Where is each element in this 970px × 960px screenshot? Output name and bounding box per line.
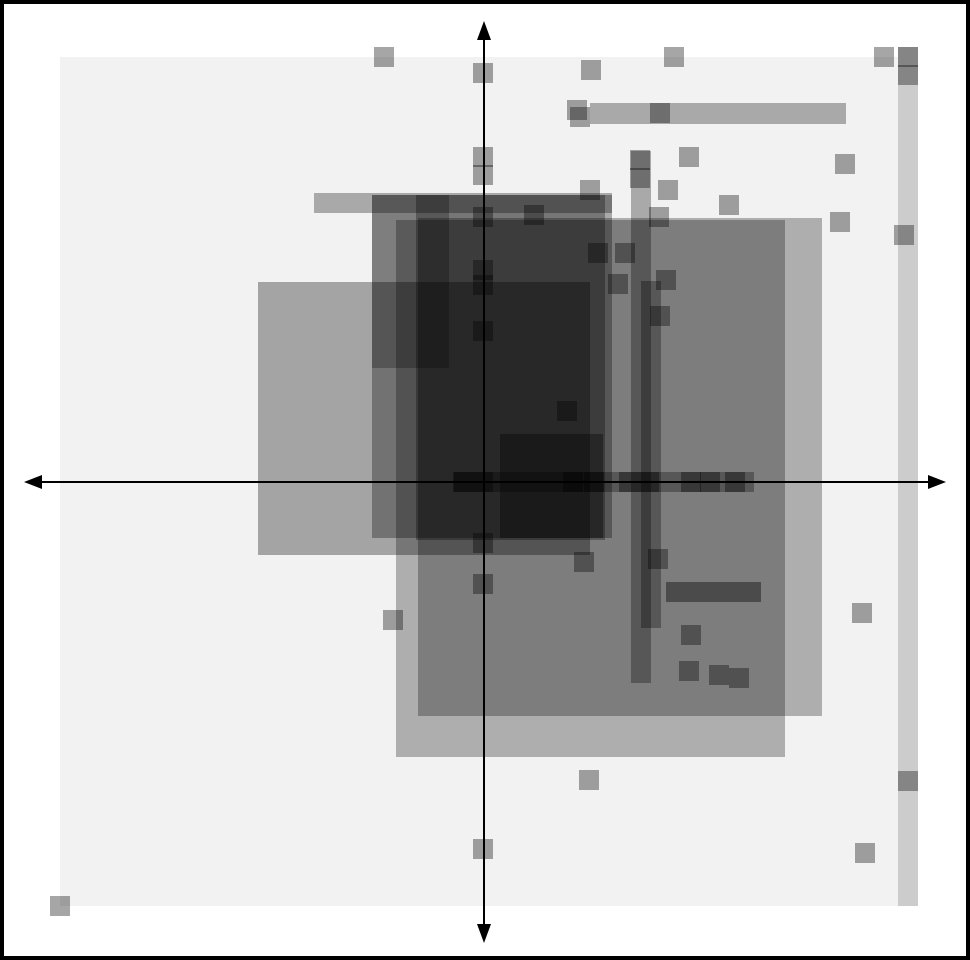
block xyxy=(372,195,612,538)
block xyxy=(372,195,449,368)
square xyxy=(615,243,635,263)
square xyxy=(656,270,676,290)
strip xyxy=(666,582,761,602)
square xyxy=(650,306,670,326)
square xyxy=(719,195,739,215)
square xyxy=(570,107,590,127)
square xyxy=(648,549,668,569)
square xyxy=(874,47,894,67)
square xyxy=(580,180,600,200)
square xyxy=(855,843,875,863)
axes xyxy=(24,21,946,943)
square xyxy=(835,154,855,174)
square xyxy=(588,243,608,263)
arrow-left xyxy=(24,475,42,489)
square xyxy=(681,625,701,645)
square xyxy=(650,103,670,123)
square xyxy=(574,552,594,572)
square xyxy=(630,168,650,188)
block xyxy=(418,218,822,716)
square xyxy=(898,47,918,67)
square xyxy=(658,180,678,200)
square xyxy=(679,147,699,167)
block xyxy=(500,434,603,538)
square xyxy=(579,770,599,790)
arrow-right xyxy=(928,475,946,489)
arrow-up xyxy=(477,21,491,40)
strip xyxy=(590,103,846,124)
square xyxy=(374,47,394,67)
square xyxy=(630,150,650,170)
square xyxy=(852,603,872,623)
square xyxy=(679,661,699,681)
square xyxy=(709,665,729,685)
block xyxy=(396,220,785,757)
square xyxy=(649,207,669,227)
square xyxy=(50,896,70,916)
square xyxy=(557,401,577,421)
square xyxy=(524,205,544,225)
square xyxy=(608,274,628,294)
strip xyxy=(631,151,651,683)
square xyxy=(729,668,749,688)
arrow-down xyxy=(477,924,491,943)
square xyxy=(383,610,403,630)
strip xyxy=(314,193,612,213)
strip xyxy=(641,281,661,628)
square xyxy=(894,225,914,245)
square xyxy=(830,212,850,232)
shapes xyxy=(50,47,918,916)
square xyxy=(664,47,684,67)
square xyxy=(581,60,601,80)
strip xyxy=(898,47,918,906)
square xyxy=(898,771,918,791)
block xyxy=(258,282,590,555)
square xyxy=(567,100,587,120)
square xyxy=(898,65,918,85)
